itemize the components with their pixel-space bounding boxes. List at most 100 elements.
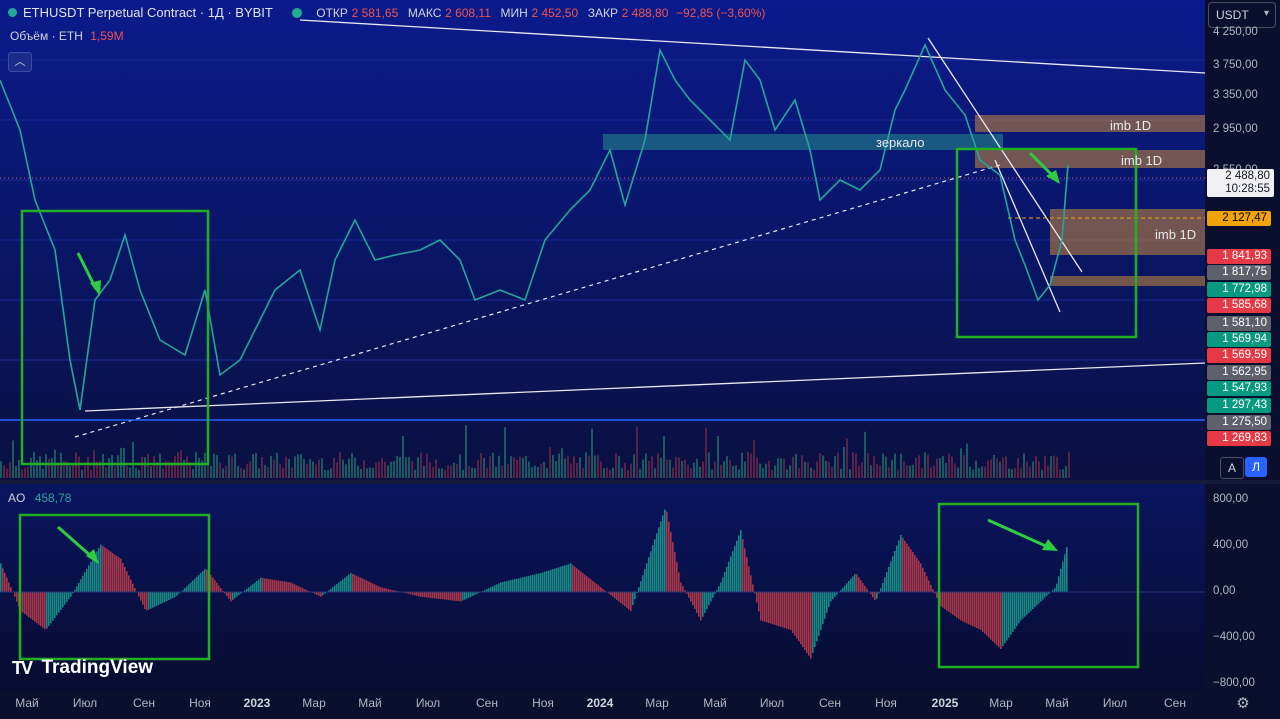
ao-bar [550,569,552,592]
ao-bar [448,592,450,601]
volume-bar [804,461,806,478]
ao-bar [462,592,464,601]
volume-bar [789,465,791,478]
ao-bar [100,544,102,592]
volume-bar [267,467,269,478]
volume-bar [750,453,752,478]
volume-bar [513,457,515,478]
ao-bar [594,582,596,592]
auto-scale-button[interactable]: A [1220,457,1244,479]
volume-bar [588,455,590,478]
ao-bar [362,578,364,592]
volume-bar [126,465,128,478]
time-tick: Ноя [189,696,211,710]
time-axis[interactable]: Май Июл Сен Ноя 2023 Мар Май Июл Сен Ноя 2024 Мар Ма… [0,690,1280,719]
volume-bar [897,469,899,478]
volume-bar [90,469,92,478]
volume-bar [813,469,815,478]
ao-bar [342,579,344,592]
ao-bar [568,564,570,592]
volume-bar [228,455,230,478]
ao-bar [822,592,824,625]
ao-axis[interactable]: 800,00 400,00 0,00 −400,00 −800,00 [1205,484,1280,690]
ao-bar [470,592,472,597]
ao-bar [166,592,168,602]
volume-bar [963,455,965,478]
highlight-box [18,513,211,661]
volume-bar [756,457,758,478]
volume-bar [555,460,557,478]
volume-bar [912,464,914,478]
volume-bar [534,465,536,478]
ao-indicator-pane[interactable]: AO 458,78 TV TradingView [0,484,1205,690]
ao-bar [810,592,812,659]
ao-bar [852,576,854,592]
ao-bar [984,592,986,634]
ao-bar [484,590,486,592]
ao-tick: 0,00 [1213,585,1236,597]
ao-bar [582,573,584,592]
ao-bar [354,574,356,592]
ao-bar [216,582,218,592]
volume-bar [312,461,314,478]
tradingview-logo[interactable]: TV TradingView [12,657,153,681]
volume-bar [894,453,896,478]
volume-bar [690,468,692,478]
ao-bar [134,588,136,592]
ao-bar [532,574,534,592]
ao-bar [374,584,376,592]
ao-bar [794,592,796,636]
chart-settings-button[interactable]: ⚙ [1233,694,1253,714]
ao-bar [16,592,18,602]
ao-bar [276,580,278,592]
collapse-legend-button[interactable]: ︿ [8,52,32,72]
ao-bar [934,592,936,594]
ao-bar [270,579,272,592]
ao-tick: −400,00 [1213,631,1255,643]
price-level-tag: 1 562,95 [1207,365,1271,380]
pane-separator[interactable] [0,480,1280,484]
volume-bar [669,459,671,478]
log-scale-button[interactable]: Л [1245,457,1267,477]
ao-bar [658,527,660,592]
volume-legend[interactable]: Объём · ETH 1,59M [10,29,124,43]
volume-bar [990,459,992,478]
volume-bar [648,460,650,478]
volume-bar [693,462,695,478]
ao-legend[interactable]: AO 458,78 [8,491,71,505]
ao-bar [14,592,16,597]
symbol-legend[interactable]: ETHUSDT Perpetual Contract · 1Д · BYBIT … [8,5,765,20]
volume-bar [660,457,662,478]
log-scale-label: Л [1252,460,1260,474]
volume-bar [528,461,530,478]
currency-select[interactable]: USDT ▾ [1208,2,1276,28]
volume-bar [384,461,386,478]
volume-bar [768,460,770,478]
ao-bar [338,582,340,592]
ao-bar [738,535,740,592]
volume-bar [921,468,923,478]
ao-bar [146,592,148,611]
volume-bar [609,469,611,478]
ao-bar [104,547,106,592]
ao-bar [434,592,436,599]
ao-bar [862,582,864,592]
ao-bar [256,580,258,592]
ao-bar [996,592,998,646]
ao-bar [332,587,334,592]
ao-bar [800,592,802,645]
volume-bar [585,452,587,478]
price-tick: 4 250,00 [1213,26,1258,38]
ao-bar [1004,592,1006,644]
price-axis[interactable]: USDT ▾ 4 250,00 3 750,00 3 350,00 2 950,… [1205,0,1280,480]
volume-bar [288,459,290,478]
volume-bar [714,461,716,478]
time-tick: Ноя [875,696,897,710]
ao-bar [782,592,784,628]
price-chart-pane[interactable]: ETHUSDT Perpetual Contract · 1Д · BYBIT … [0,0,1205,480]
volume-bar [795,454,797,478]
ao-bar [1032,592,1034,610]
ao-bar [784,592,786,629]
ao-bar [64,592,66,605]
ao-bar [488,588,490,592]
